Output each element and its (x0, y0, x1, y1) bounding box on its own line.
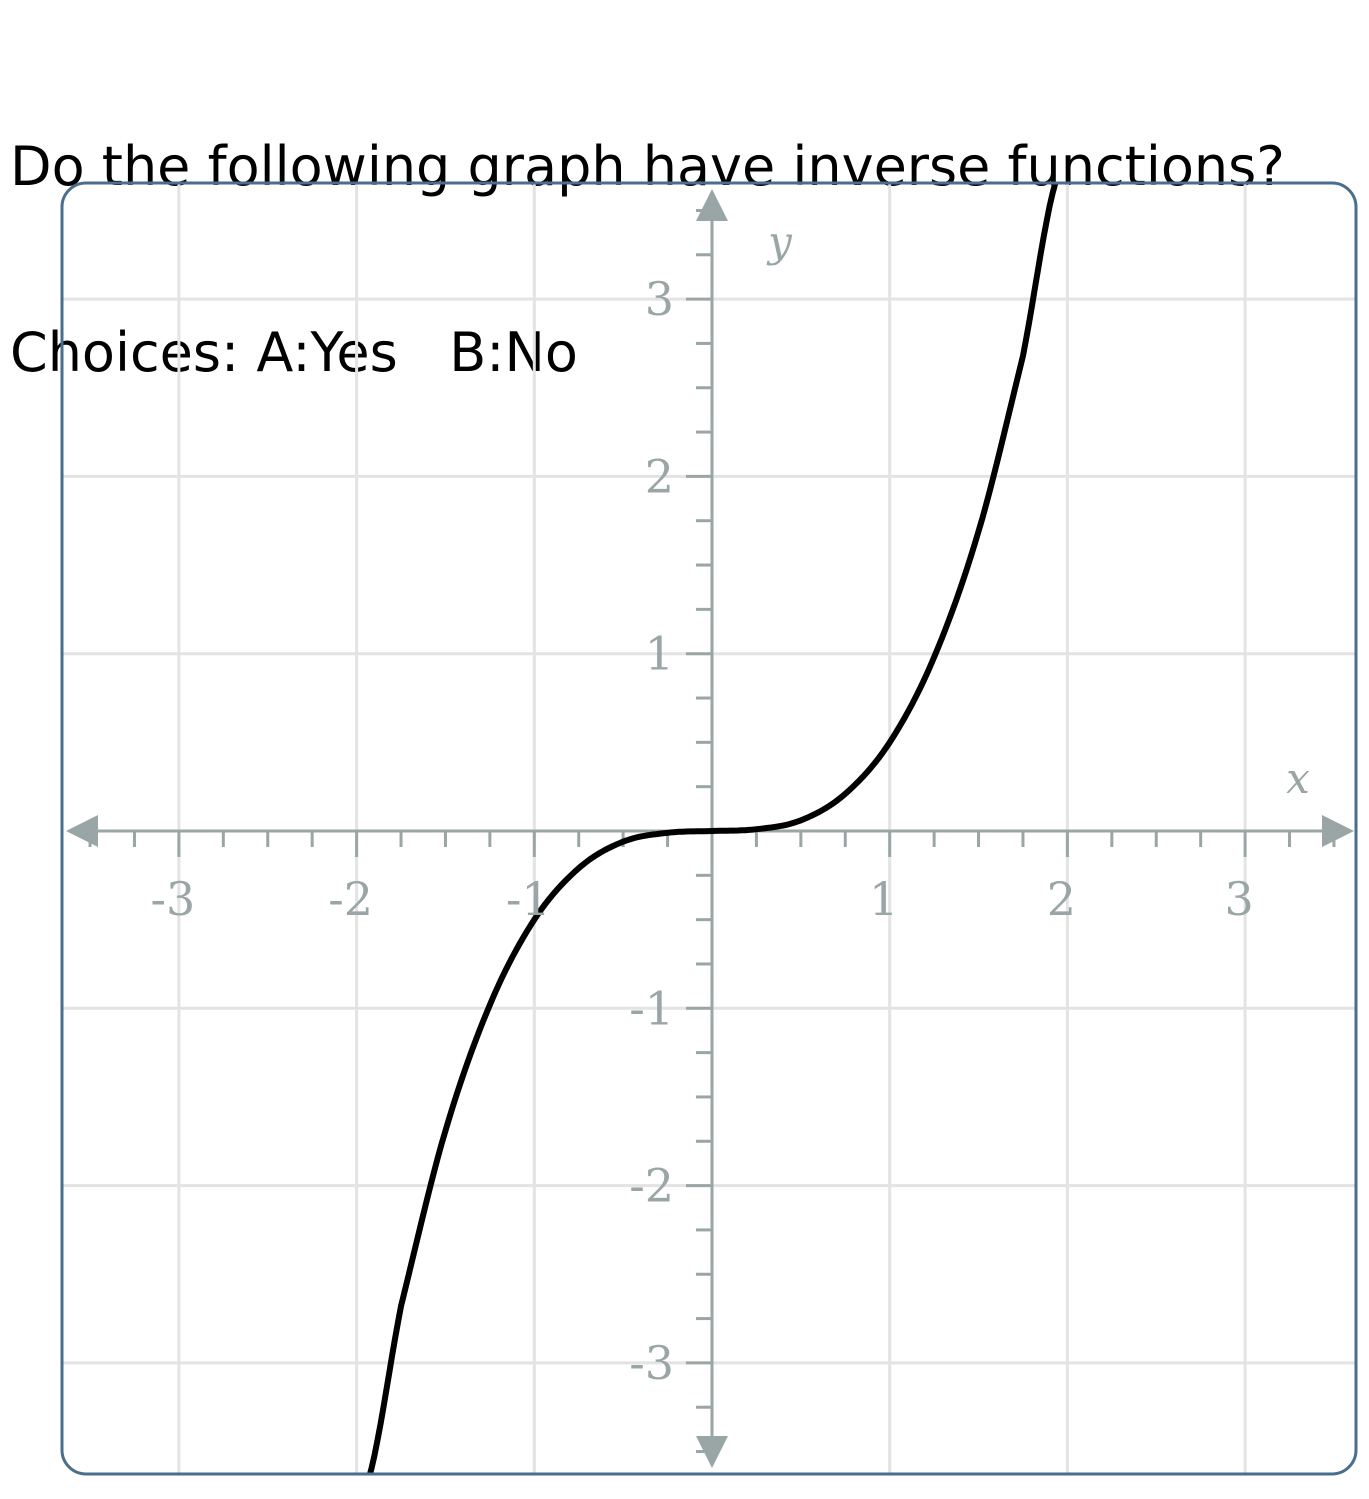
y-tick-label: 1 (645, 627, 674, 681)
x-tick-label: 1 (869, 872, 898, 926)
function-curve (362, 183, 1062, 1474)
labels: -3 -2 -1 1 2 3 3 2 1 -1 -2 -3 x y (150, 217, 1310, 1390)
y-tick-label: -2 (629, 1159, 674, 1213)
y-tick-label: -1 (629, 981, 674, 1035)
x-tick-label: -1 (506, 872, 551, 926)
answer-choices: Choices: A:Yes B:No (10, 321, 578, 384)
graph-frame (60, 181, 1358, 1476)
x-tick-label: 3 (1224, 872, 1253, 926)
x-tick-label: -3 (150, 872, 195, 926)
x-axis-right-arrow-icon (1322, 815, 1354, 847)
y-tick-label: 2 (645, 449, 674, 503)
question-text: Do the following graph have inverse func… (10, 12, 1285, 446)
x-tick-label: -2 (328, 872, 373, 926)
y-tick-label: 3 (645, 272, 674, 326)
question-line-1: Do the following graph have inverse func… (10, 135, 1285, 198)
x-axis-label: x (1286, 754, 1310, 803)
y-axis-label: y (766, 217, 793, 266)
x-tick-label: 2 (1047, 872, 1076, 926)
y-tick-label: -3 (629, 1336, 674, 1390)
y-axis-up-arrow-icon (696, 189, 728, 221)
x-axis-left-arrow-icon (66, 815, 98, 847)
curve (362, 183, 1062, 1474)
